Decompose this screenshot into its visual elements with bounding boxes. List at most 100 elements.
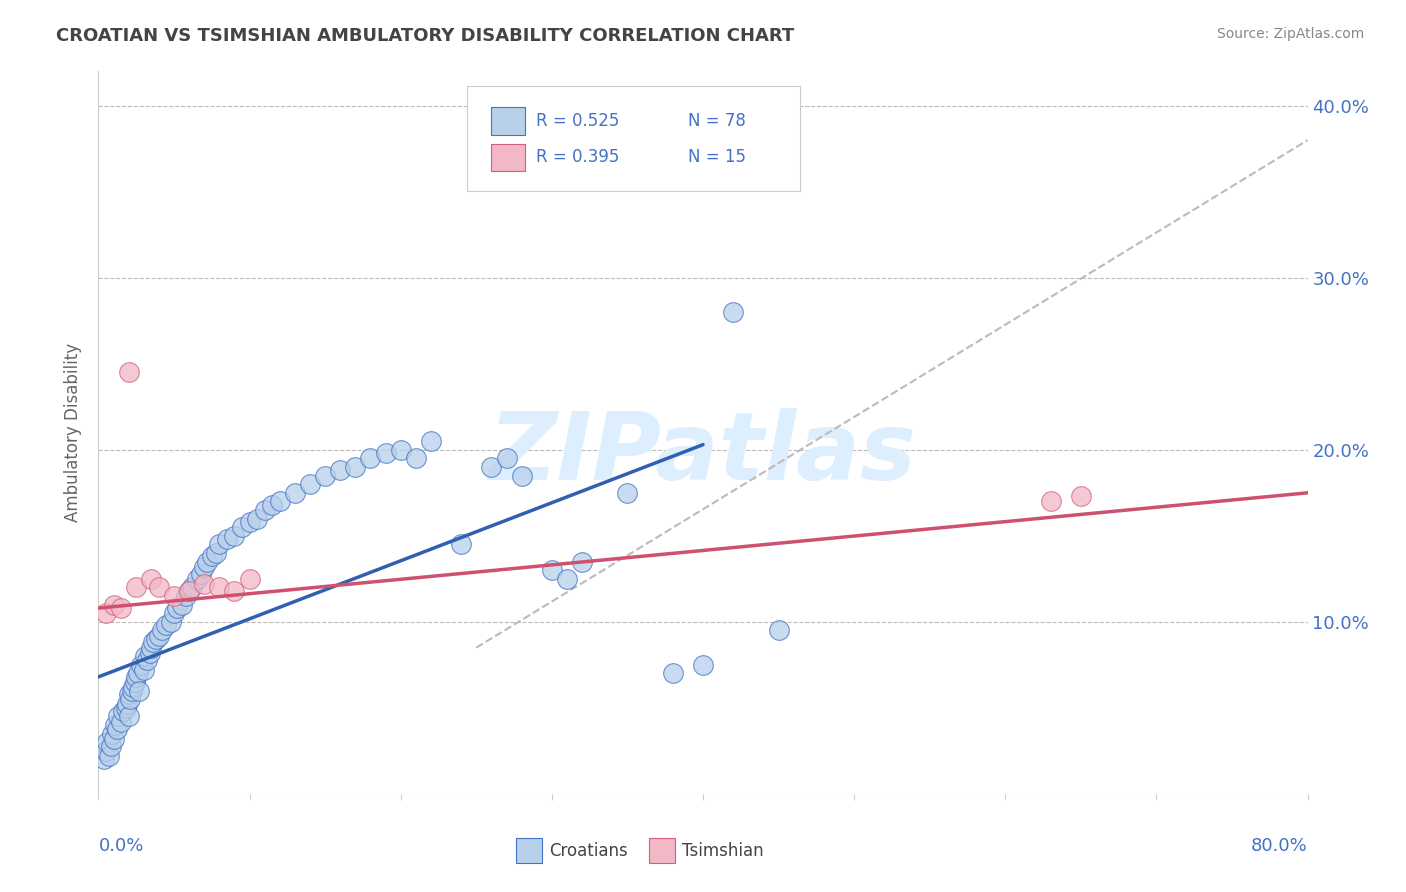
Point <box>205 546 228 560</box>
Point <box>93 752 115 766</box>
Point <box>481 460 503 475</box>
Point <box>139 646 162 660</box>
Point <box>344 460 367 475</box>
Point <box>115 698 138 712</box>
Point <box>224 583 246 598</box>
Point <box>134 649 156 664</box>
Point <box>94 607 117 621</box>
Point <box>571 555 593 569</box>
Point <box>155 618 177 632</box>
Point <box>141 572 163 586</box>
Point <box>150 624 173 638</box>
Point <box>124 675 146 690</box>
Point <box>193 559 215 574</box>
FancyBboxPatch shape <box>467 86 800 191</box>
Bar <box>648 838 675 863</box>
Point <box>114 701 136 715</box>
Point <box>120 692 142 706</box>
Point <box>118 709 141 723</box>
Text: ZIPatlas: ZIPatlas <box>489 409 917 500</box>
Bar <box>516 838 543 863</box>
Point <box>132 663 155 677</box>
Point <box>179 583 201 598</box>
Point <box>135 653 157 667</box>
Point <box>540 563 562 577</box>
Point <box>118 687 141 701</box>
Point <box>495 451 517 466</box>
Point <box>1039 494 1062 508</box>
Point <box>160 615 183 629</box>
Text: R = 0.525: R = 0.525 <box>536 112 620 130</box>
Point <box>100 739 122 753</box>
Point <box>195 555 218 569</box>
Point <box>723 305 745 319</box>
Point <box>239 515 262 529</box>
Point <box>96 735 118 749</box>
Point <box>190 566 212 581</box>
Point <box>186 572 208 586</box>
Point <box>98 749 121 764</box>
Point <box>141 640 163 655</box>
Point <box>555 572 578 586</box>
Point <box>110 714 132 729</box>
Point <box>208 537 231 551</box>
Point <box>1070 489 1092 503</box>
Point <box>374 446 396 460</box>
Point <box>329 463 352 477</box>
Point <box>692 657 714 672</box>
Point <box>405 451 427 466</box>
Point <box>420 434 443 449</box>
Y-axis label: Ambulatory Disability: Ambulatory Disability <box>65 343 83 522</box>
Point <box>661 666 683 681</box>
Point <box>224 529 246 543</box>
Point <box>253 503 276 517</box>
Point <box>148 581 170 595</box>
Point <box>128 683 150 698</box>
Point <box>145 632 167 646</box>
Point <box>299 477 322 491</box>
Point <box>314 468 336 483</box>
Text: R = 0.395: R = 0.395 <box>536 148 620 166</box>
Point <box>768 624 790 638</box>
Point <box>163 589 186 603</box>
Point <box>127 666 149 681</box>
Point <box>148 629 170 643</box>
Bar <box>492 108 526 135</box>
Text: Source: ZipAtlas.com: Source: ZipAtlas.com <box>1216 27 1364 41</box>
Text: 80.0%: 80.0% <box>1251 838 1308 855</box>
Point <box>111 704 134 718</box>
Text: CROATIAN VS TSIMSHIAN AMBULATORY DISABILITY CORRELATION CHART: CROATIAN VS TSIMSHIAN AMBULATORY DISABIL… <box>56 27 794 45</box>
Text: Croatians: Croatians <box>550 842 628 860</box>
Text: N = 15: N = 15 <box>689 148 747 166</box>
Point <box>269 494 291 508</box>
Point <box>125 581 148 595</box>
Point <box>166 601 188 615</box>
Point <box>125 670 148 684</box>
Point <box>616 485 638 500</box>
Point <box>201 549 224 564</box>
Point <box>107 709 129 723</box>
Point <box>450 537 472 551</box>
Point <box>360 451 382 466</box>
Point <box>389 442 412 457</box>
Point <box>246 511 269 525</box>
Point <box>118 366 141 380</box>
Point <box>181 581 204 595</box>
Point <box>239 572 262 586</box>
Point <box>231 520 253 534</box>
Point <box>101 726 124 740</box>
Point <box>510 468 533 483</box>
Point <box>121 683 143 698</box>
Point <box>284 485 307 500</box>
Point <box>174 589 197 603</box>
Text: Tsimshian: Tsimshian <box>682 842 763 860</box>
Point <box>103 731 125 746</box>
Point <box>103 598 125 612</box>
Point <box>179 583 201 598</box>
Point <box>163 607 186 621</box>
Point <box>129 657 152 672</box>
Point <box>193 577 215 591</box>
Point <box>110 601 132 615</box>
Point <box>170 598 193 612</box>
Point <box>215 533 238 547</box>
